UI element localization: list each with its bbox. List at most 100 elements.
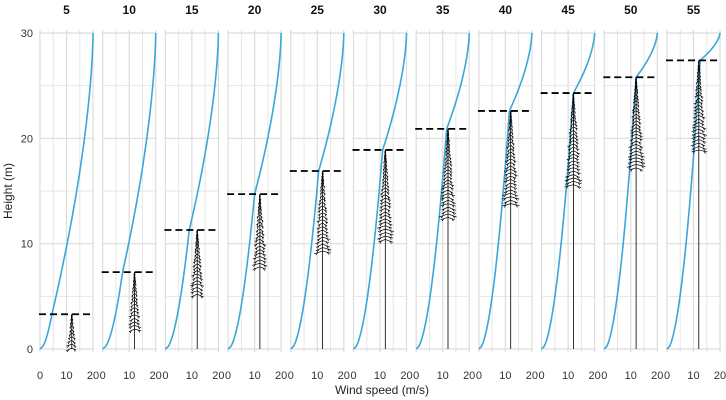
tree-branch [691,139,699,143]
tree-branch [131,293,135,297]
tree-twig [507,150,510,153]
tree-branch [447,196,455,201]
tree-twig [69,326,71,330]
tree-branch [314,250,323,255]
tree-twig [130,319,133,323]
tree-twig [577,182,581,186]
tree-twig [638,125,641,129]
tree-branch [510,165,517,170]
tree-branch [197,293,204,298]
tree-twig [702,140,705,144]
tree-branch [322,188,325,192]
x-tick-label: 20 [275,370,287,382]
panel-label: 40 [499,3,513,17]
tree-branch [385,170,389,174]
tree-branch [128,321,135,325]
tree-branch [66,343,72,347]
tree-branch [635,140,642,144]
tree-branch [318,198,323,202]
tree-twig [514,174,517,178]
tree-branch [322,233,329,237]
tree-branch [696,77,700,81]
tree-twig [379,220,382,224]
tree-twig [386,171,388,175]
tree-twig [262,254,266,257]
tree-branch [440,193,449,197]
tree-twig [66,349,69,353]
tree-branch [259,245,266,250]
tree-twig [694,102,697,106]
tree-branch [317,208,323,212]
tree-branch [134,293,138,296]
tree-branch [506,144,511,148]
tree-branch [698,139,707,143]
tree-branch [441,200,449,204]
y-tick-label: 10 [21,239,33,251]
tree-branch [440,203,449,207]
tree-branch [317,222,323,226]
tree-twig [632,125,634,129]
tree-branch [259,228,264,233]
tree-twig [511,132,514,136]
tree-branch [629,147,637,151]
tree-branch [259,249,265,253]
tree-branch [256,214,261,218]
tree-twig [568,172,571,175]
tree-branch [571,106,574,109]
tree-branch [569,140,574,144]
tree-twig [255,251,258,254]
tree-branch [505,158,511,162]
tree-branch [322,229,329,234]
tree-twig [574,121,577,125]
tree-twig [261,236,264,240]
tree-twig [137,323,139,326]
tree-branch [380,201,386,205]
tree-branch [630,127,637,131]
tree-twig [386,182,389,185]
tree-twig [574,115,576,118]
tree-twig [451,218,454,222]
tree-branch [698,97,704,102]
tree-branch [573,103,576,106]
tree-twig [638,122,641,125]
tree-branch [698,135,706,140]
tree-branch [385,184,390,188]
tree-twig [450,171,452,174]
tree-twig [323,203,326,207]
tree-branch [71,343,77,347]
tree-branch [129,318,135,322]
tree-twig [388,223,392,227]
tree-twig [505,187,508,191]
tree-twig [387,189,389,192]
tree-branch [381,177,386,181]
tree-twig [700,99,703,103]
tree-branch [691,128,699,132]
tree-branch [385,221,393,226]
tree-branch [627,160,637,164]
x-tick-label: 10 [499,370,511,382]
tree-branch [698,146,707,150]
tree-branch [130,300,135,304]
tree-branch [573,150,580,155]
tree-twig [566,175,570,179]
tree-branch [67,340,72,343]
tree-twig [570,125,573,128]
tree-twig [639,152,643,156]
tree-twig [567,158,570,162]
tree-twig [129,315,132,319]
tree-twig [630,168,633,172]
x-tick-label: 20 [87,370,99,382]
tree-twig [200,295,203,299]
tree-branch [508,131,511,135]
tree-branch [501,196,511,200]
tree-twig [640,165,644,169]
panel-20: 20 0 10 20 [225,3,287,382]
y-tick-label: 30 [21,28,33,40]
tree-twig [389,230,393,234]
tree-branch [698,108,705,112]
tree-twig [639,145,642,149]
tree-branch [573,143,579,147]
tree-twig [323,192,326,196]
tree-branch [322,184,326,188]
tree-branch [385,173,389,178]
